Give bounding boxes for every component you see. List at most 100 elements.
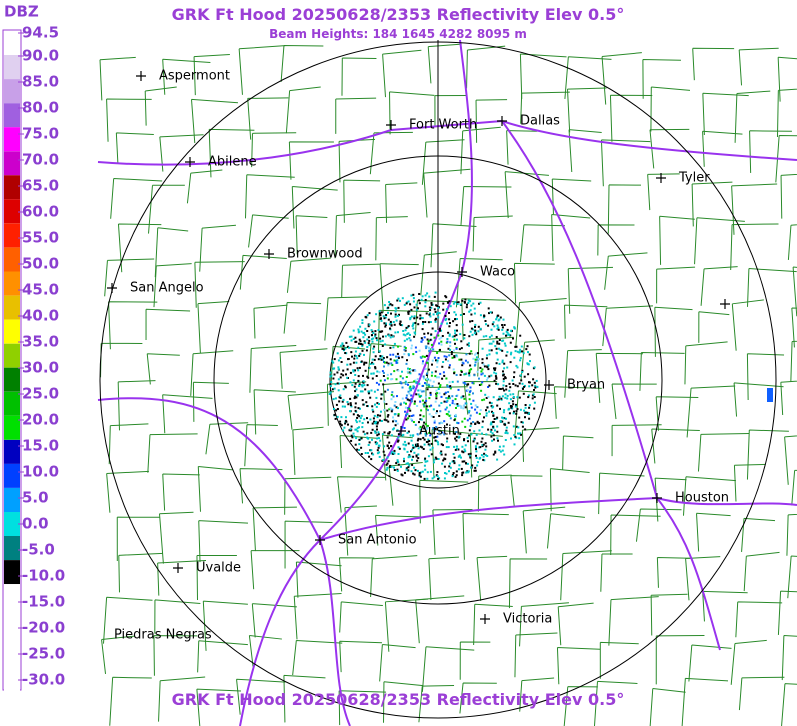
county-line — [194, 261, 245, 308]
echo-pixel — [411, 463, 414, 466]
echo-pixel — [391, 451, 394, 454]
echo-pixel — [510, 437, 512, 440]
echo-pixel — [435, 395, 438, 397]
echo-pixel — [399, 402, 402, 405]
echo-pixel — [408, 368, 411, 371]
echo-pixel — [474, 325, 476, 328]
scale-label: 94.5 — [22, 24, 59, 42]
echo-pixel — [501, 361, 504, 364]
county-line — [423, 168, 471, 218]
echo-pixel — [448, 333, 451, 336]
echo-pixel — [355, 340, 358, 343]
echo-pixel — [487, 364, 490, 367]
echo-pixel — [407, 332, 410, 335]
county-line — [566, 87, 607, 133]
echo-pixel — [418, 472, 421, 474]
city-label: Tyler — [678, 171, 710, 186]
echo-pixel — [517, 426, 520, 429]
echo-pixel — [397, 414, 400, 417]
echo-pixel — [498, 445, 501, 448]
echo-pixel — [490, 435, 493, 438]
echo-pixel — [461, 445, 464, 448]
scale-swatch — [4, 512, 20, 536]
echo-pixel — [380, 358, 383, 361]
echo-pixel — [507, 408, 510, 411]
county-line — [611, 383, 657, 420]
highways — [97, 39, 797, 726]
echo-pixel — [341, 347, 344, 350]
echo-pixel — [420, 340, 423, 343]
echo-pixel — [400, 465, 402, 468]
echo-pixel — [457, 448, 460, 451]
echo-pixel — [453, 355, 456, 358]
echo-pixel — [396, 422, 399, 425]
echo-pixel — [339, 420, 342, 423]
highway — [501, 120, 658, 499]
echo-pixel — [454, 448, 457, 451]
echo-pixel — [516, 408, 519, 411]
county-line — [236, 678, 286, 715]
echo-pixel — [387, 432, 390, 435]
echo-pixel — [397, 463, 400, 466]
echo-pixel — [445, 400, 448, 403]
echo-pixel — [382, 375, 385, 377]
county-line — [506, 130, 538, 165]
county-line — [427, 43, 462, 84]
echo-pixel — [382, 357, 385, 359]
echo-pixel — [496, 416, 499, 419]
echo-pixel — [461, 460, 464, 463]
echo-pixel — [465, 402, 468, 405]
echo-pixel — [447, 359, 450, 362]
echo-pixel — [390, 465, 393, 468]
echo-pixel — [397, 453, 400, 455]
echo-pixel — [339, 397, 342, 399]
echo-pixel — [339, 376, 342, 379]
echo-pixel — [357, 369, 360, 372]
echo-pixel — [488, 410, 491, 413]
echo-pixel — [428, 295, 431, 298]
echo-pixel — [521, 371, 524, 373]
county-line — [649, 688, 686, 726]
echo-pixel — [397, 461, 400, 463]
echo-pixel — [368, 441, 371, 444]
city-marker — [173, 563, 183, 573]
echo-pixel — [341, 405, 344, 408]
county-line — [147, 433, 198, 473]
echo-pixel — [367, 444, 370, 446]
echo-pixel — [411, 419, 414, 422]
county-line — [702, 590, 748, 622]
echo-pixel — [372, 410, 375, 413]
echo-pixel — [428, 306, 431, 309]
city-marker — [656, 173, 666, 183]
echo-pixel — [509, 393, 512, 396]
county-line — [199, 224, 236, 272]
echo-pixel — [510, 351, 513, 354]
county-line — [288, 141, 334, 180]
echo-pixel — [394, 315, 397, 318]
echo-pixel — [401, 297, 404, 300]
echo-pixel — [430, 303, 433, 306]
echo-pixel — [439, 433, 442, 436]
county-line — [238, 45, 286, 95]
county-line — [786, 513, 797, 556]
echo-pixel — [476, 406, 479, 409]
echo-pixel — [437, 306, 440, 309]
echo-pixel — [402, 330, 405, 332]
echo-pixel — [337, 389, 340, 392]
echo-pixel — [478, 422, 481, 425]
echo-pixel — [509, 405, 512, 407]
echo-pixel — [435, 317, 437, 320]
echo-pixel — [485, 433, 488, 436]
echo-pixel — [367, 336, 370, 339]
echo-pixel — [474, 423, 477, 425]
scale-swatch — [4, 295, 20, 320]
echo-pixel — [413, 306, 416, 309]
echo-pixel — [428, 405, 431, 408]
county-line — [285, 86, 321, 134]
echo-pixel — [519, 334, 522, 337]
echo-pixel — [461, 471, 464, 474]
echo-pixel — [337, 359, 340, 362]
echo-pixel — [490, 328, 493, 331]
echo-pixel — [436, 311, 439, 314]
echo-pixel — [370, 449, 373, 452]
